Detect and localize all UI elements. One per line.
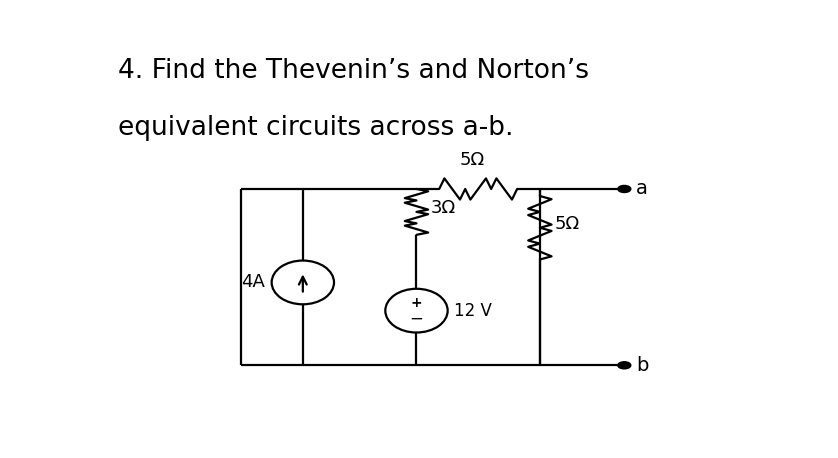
Text: −: − [410,310,423,327]
Circle shape [618,362,631,369]
Text: 3Ω: 3Ω [431,199,456,218]
Text: 5Ω: 5Ω [554,215,579,233]
Circle shape [618,185,631,192]
Text: 4A: 4A [241,273,265,291]
Text: 5Ω: 5Ω [459,151,484,169]
Text: b: b [636,356,649,375]
Text: 12 V: 12 V [454,302,492,320]
Text: a: a [636,180,648,198]
Text: equivalent circuits across a-b.: equivalent circuits across a-b. [117,115,513,141]
Text: 4. Find the Thevenin’s and Norton’s: 4. Find the Thevenin’s and Norton’s [117,59,589,84]
Text: +: + [411,296,422,310]
